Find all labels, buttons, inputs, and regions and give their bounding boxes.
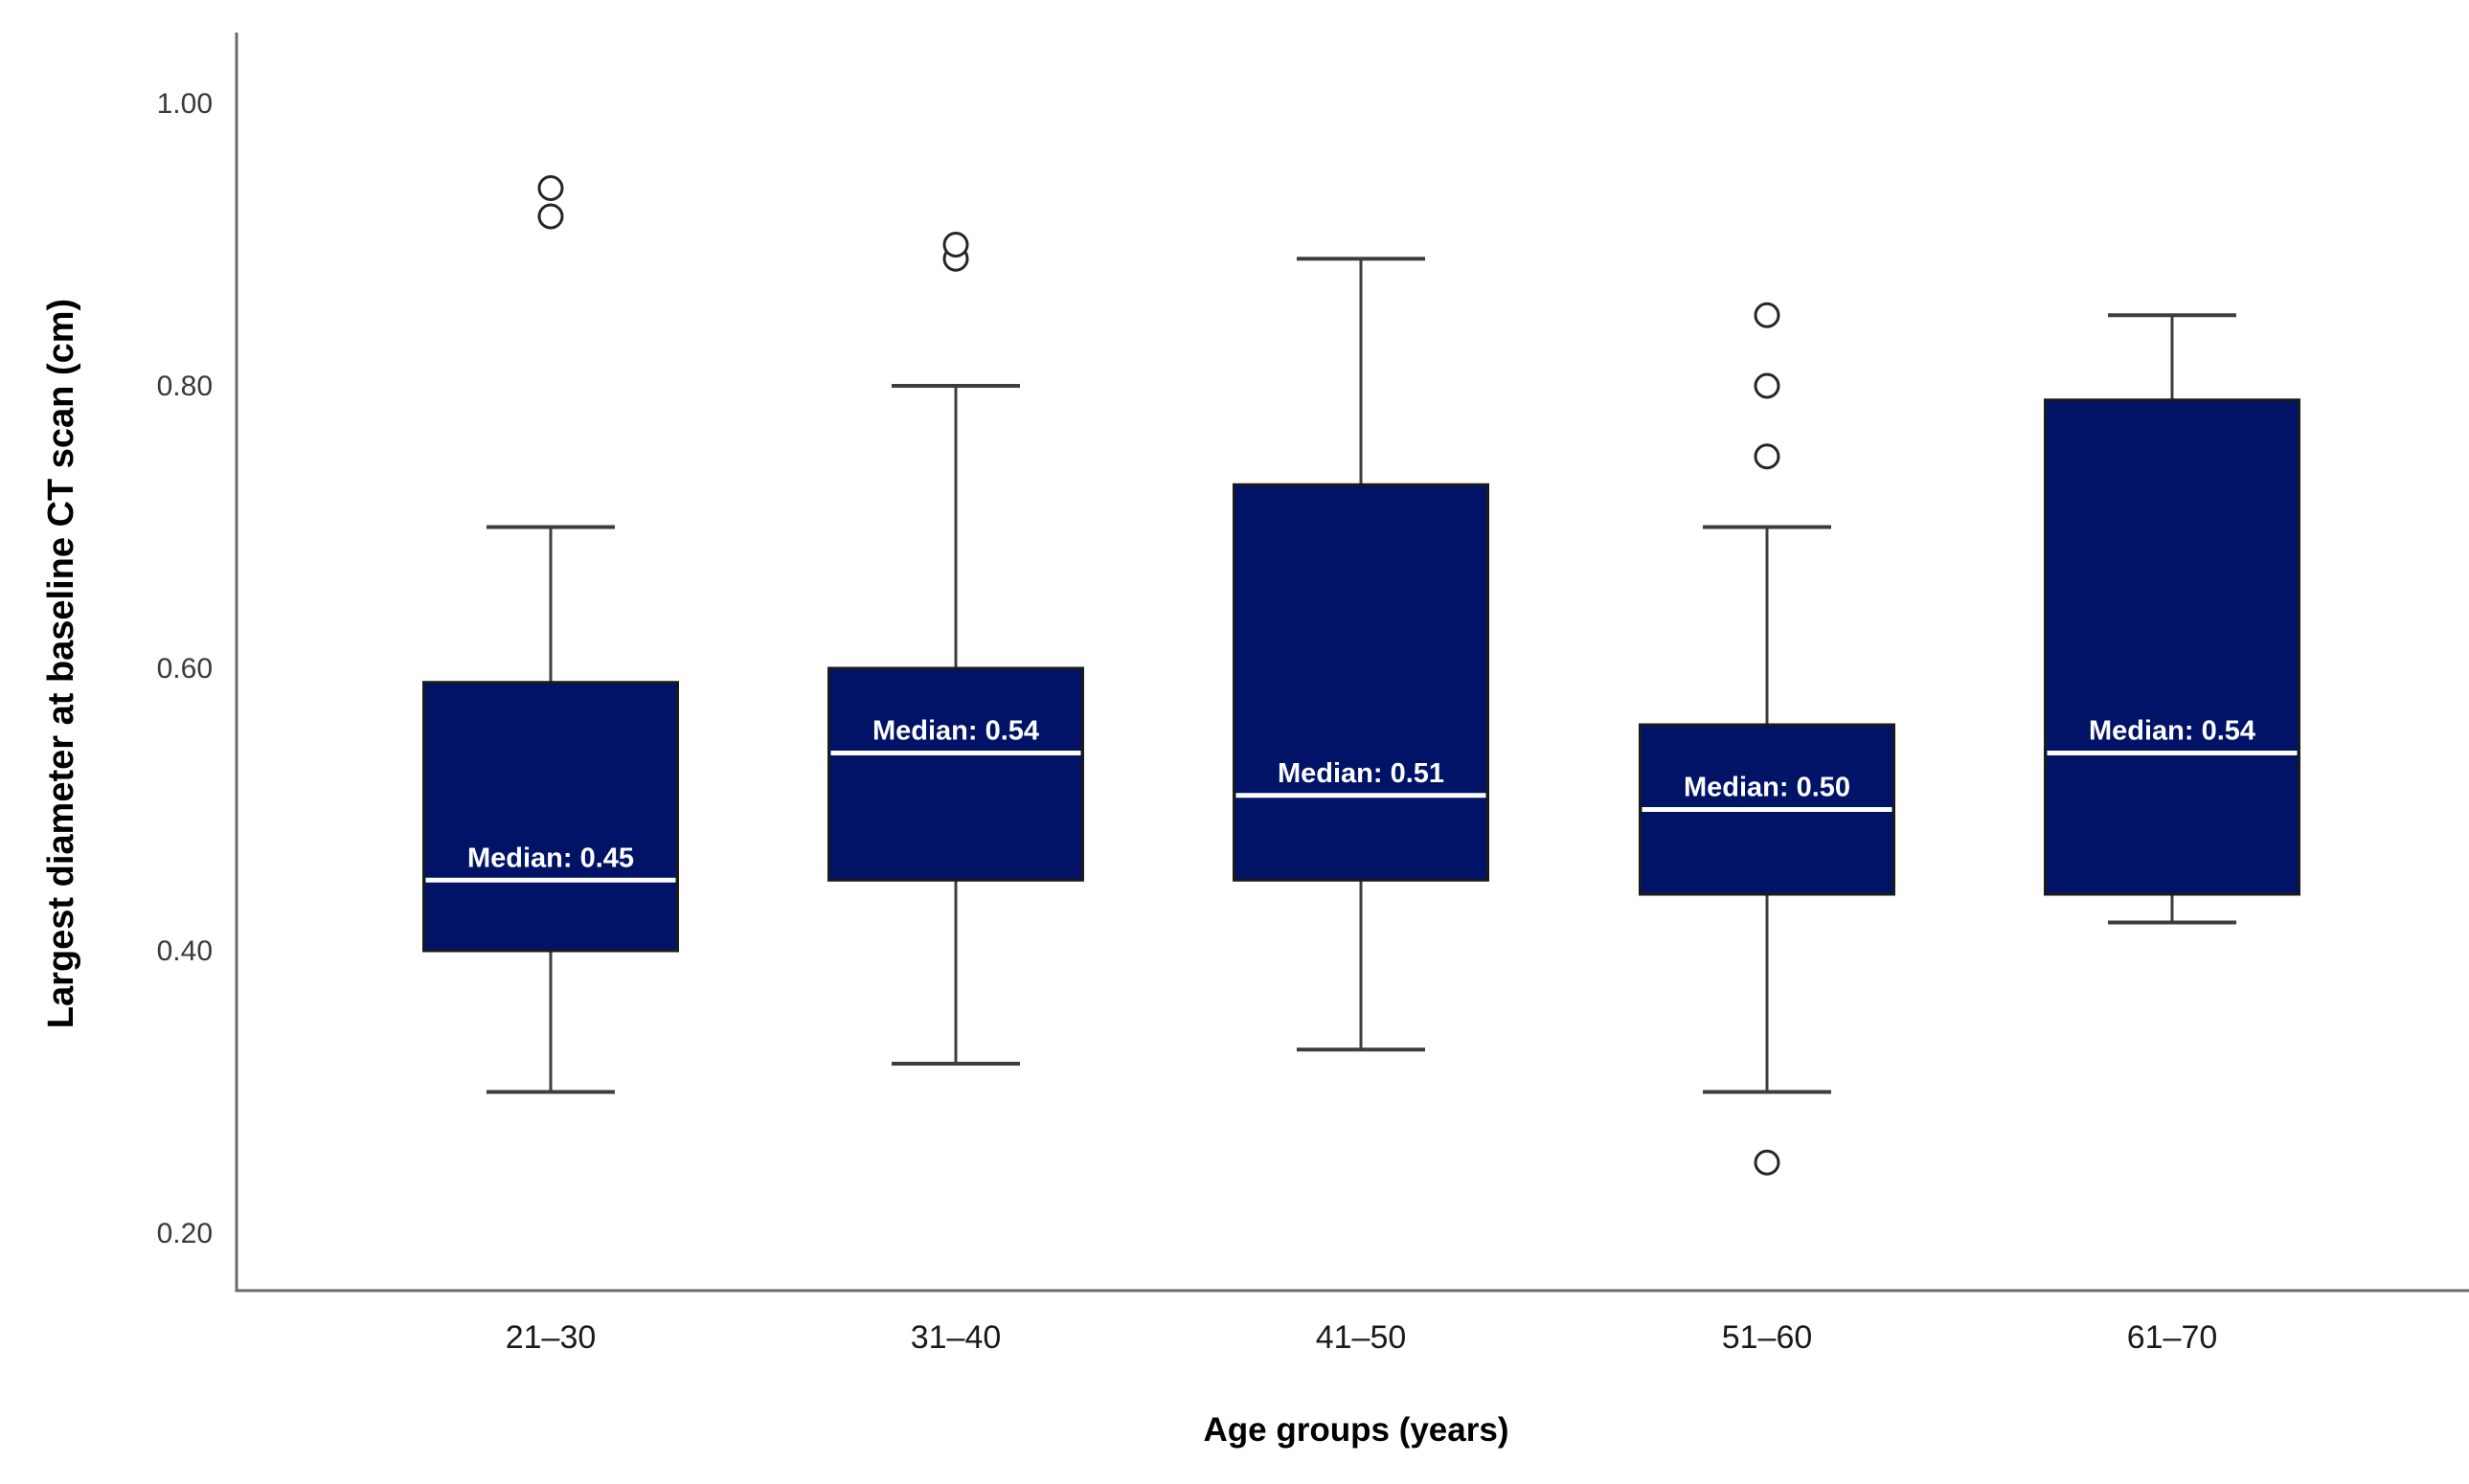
median-label: Median: 0.51 [1278,758,1444,789]
median-label: Median: 0.54 [872,716,1039,747]
plot-group: 1.00 0.80 0.60 0.40 0.20 Median: 0.45 21–30 Med… [157,33,2469,1356]
median-label: Median: 0.54 [2089,716,2255,747]
ytick-label: 0.20 [157,1218,213,1249]
boxplot-figure: 1.00 0.80 0.60 0.40 0.20 Median: 0.45 21–30 Med… [38,15,2469,1453]
category-label: 21–30 [506,1319,597,1356]
outlier-point [1754,1149,1780,1176]
category-label: 51–60 [1722,1319,1813,1356]
median-label: Median: 0.45 [467,843,634,873]
outlier-point [537,203,564,230]
ytick-label: 0.80 [157,371,213,402]
ytick-label: 0.40 [157,935,213,967]
category-label: 61–70 [2127,1319,2218,1356]
axis-lines [235,33,2469,1293]
ytick-label: 0.60 [157,653,213,685]
box-31–40 [827,666,1084,882]
x-axis-title: Age groups (years) [1204,1411,1509,1449]
y-axis-title: Largest diameter at baseline CT scan (cm… [41,299,81,1028]
category-label: 41–50 [1316,1319,1407,1356]
outlier-point [1754,372,1780,399]
median-line [425,877,676,883]
box-21–30 [422,681,679,953]
median-line [830,751,1081,755]
category-label: 31–40 [911,1319,1002,1356]
box-41–50 [1233,483,1489,882]
median-label: Median: 0.50 [1684,773,1850,803]
box-61–70 [2044,398,2300,896]
outlier-point [1754,302,1780,328]
median-line [1235,793,1486,798]
outlier-point [1754,443,1780,470]
boxplot-canvas: 1.00 0.80 0.60 0.40 0.20 Median: 0.45 21–30 Med… [41,33,2469,1449]
median-line [2047,751,2298,755]
outlier-point [942,232,969,258]
median-line [1642,807,1892,812]
ytick-label: 1.00 [157,88,213,120]
outlier-point [537,175,564,201]
